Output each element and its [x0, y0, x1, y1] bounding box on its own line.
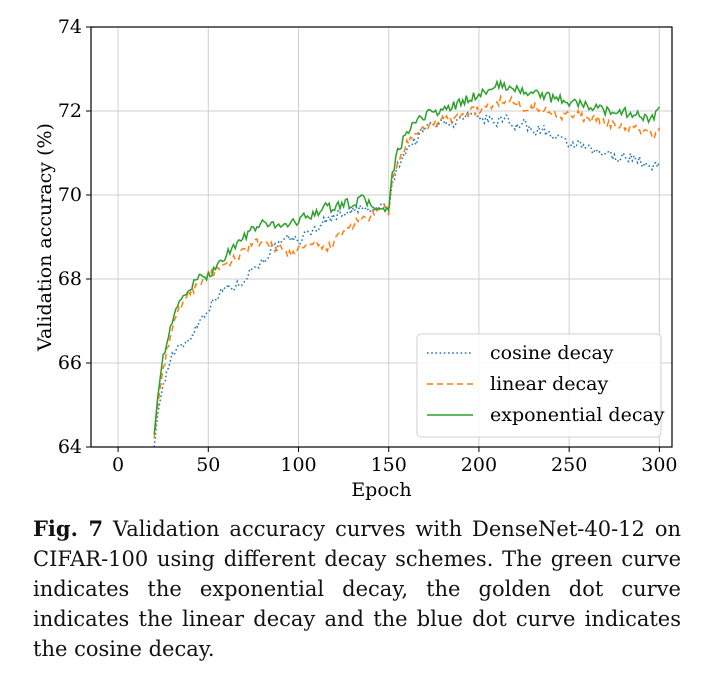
x-tick-label: 300	[641, 454, 677, 476]
x-tick-label: 150	[371, 454, 407, 476]
legend-label: exponential decay	[490, 404, 665, 426]
y-axis-label: Validation accuracy (%)	[34, 123, 56, 352]
x-tick-label: 50	[196, 454, 220, 476]
series-lines	[153, 78, 661, 448]
legend-label: cosine decay	[490, 342, 614, 364]
x-axis-label: Epoch	[351, 479, 411, 501]
legend-box	[416, 333, 662, 438]
series-line-1	[153, 93, 661, 439]
y-tick-label: 70	[58, 184, 82, 206]
y-tick-label: 72	[58, 100, 82, 122]
legend-label: linear decay	[490, 373, 608, 395]
y-tick-label: 68	[58, 268, 82, 290]
series-line-2	[153, 78, 661, 435]
x-tick-label: 0	[112, 454, 124, 476]
accuracy-chart: 0 50 100 150 200 250 300 64 66 68 70 72 74 Epoch Val…	[34, 16, 678, 501]
y-tick-label: 64	[58, 436, 82, 458]
x-tick-label: 100	[280, 454, 316, 476]
axis-ticks: 0 50 100 150 200 250 300 64 66 68 70 72 74	[58, 16, 678, 476]
figure-label: Fig. 7	[33, 516, 104, 541]
caption-text: Validation accuracy curves with DenseNet…	[33, 517, 681, 661]
plot-frame	[90, 26, 673, 448]
y-tick-label: 74	[58, 16, 82, 38]
x-tick-label: 250	[551, 454, 587, 476]
x-tick-label: 200	[461, 454, 497, 476]
figure-caption: Fig. 7 Validation accuracy curves with D…	[33, 514, 681, 664]
series-line-0	[153, 111, 661, 448]
y-tick-label: 66	[58, 352, 82, 374]
legend: cosine decay linear decay exponential deca…	[416, 333, 665, 438]
